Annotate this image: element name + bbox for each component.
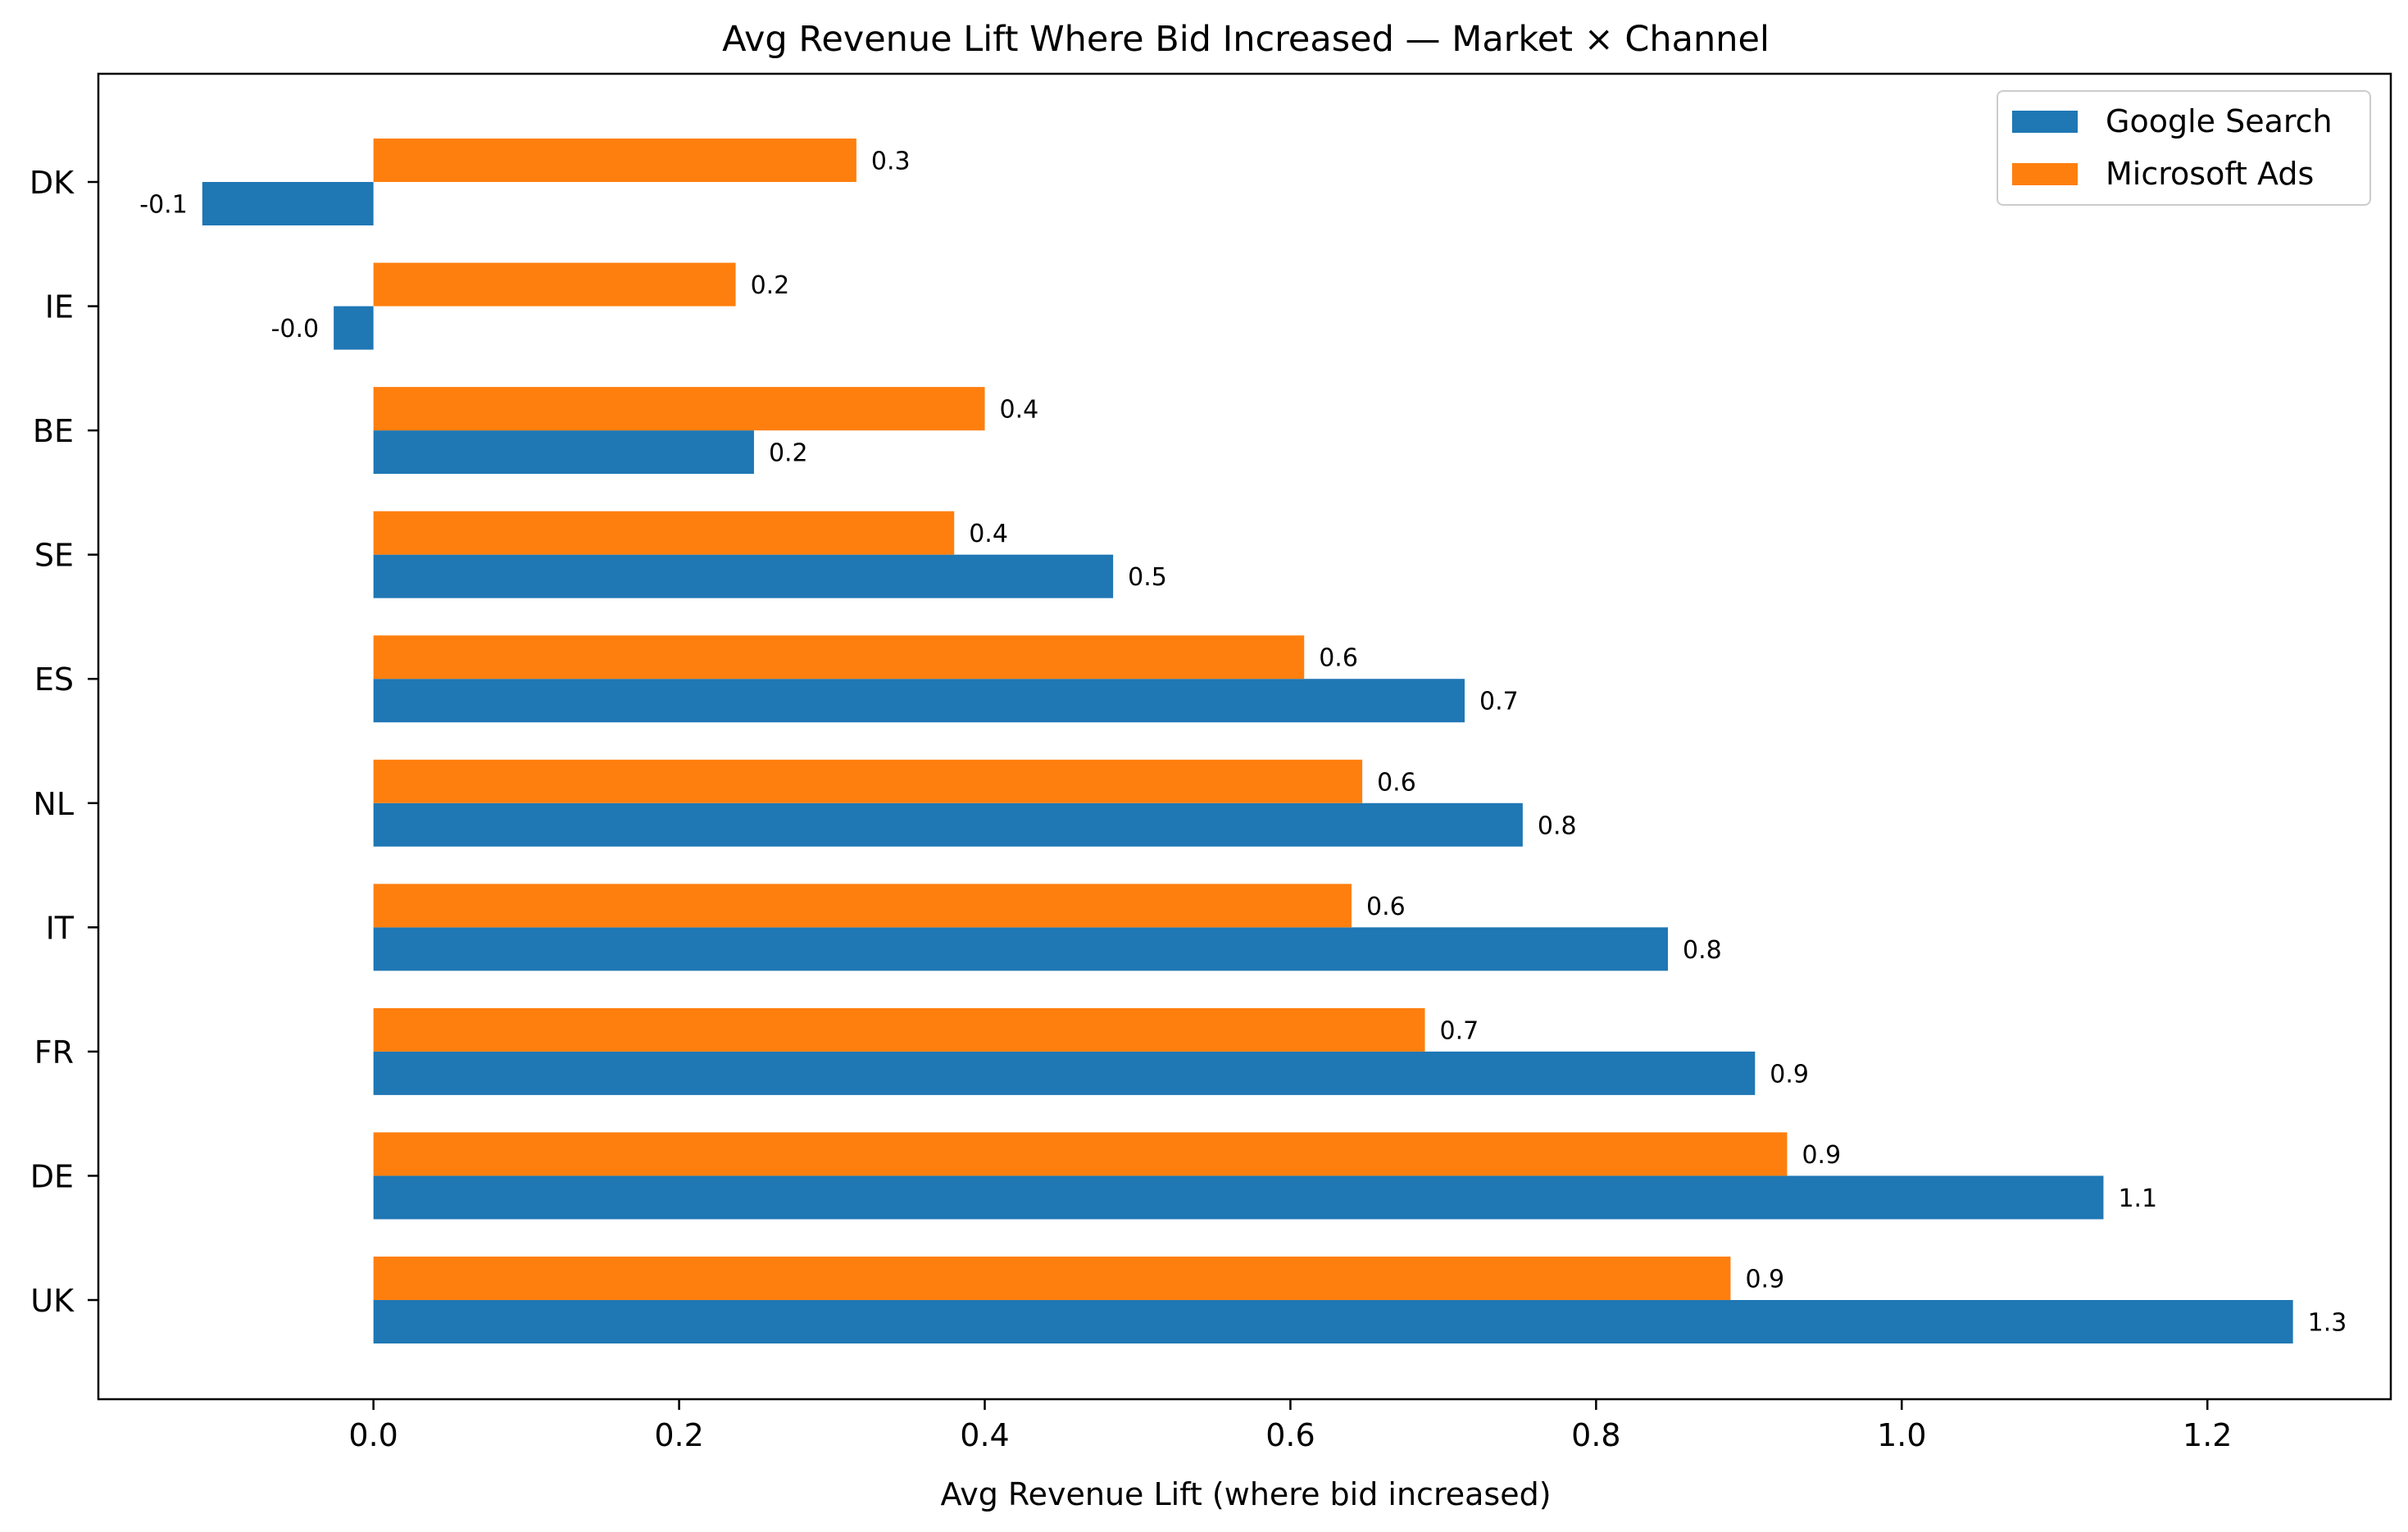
bar-microsoft-ads-nl [373, 759, 1363, 803]
x-axis-label: Avg Revenue Lift (where bid increased) [940, 1476, 1551, 1512]
bar-microsoft-ads-de [373, 1132, 1788, 1176]
data-label-google-search-ie: -0.0 [271, 315, 320, 343]
bar-google-search-it [373, 927, 1669, 971]
y-tick-label-dk: DK [30, 165, 75, 201]
bar-microsoft-ads-it [373, 884, 1352, 928]
bar-google-search-dk [202, 182, 374, 225]
plot-frame [97, 72, 2392, 1401]
x-tick-label: 1.2 [2183, 1417, 2232, 1453]
bar-microsoft-ads-dk [373, 139, 856, 182]
y-tick-label-be: BE [33, 413, 74, 449]
chart-title: Avg Revenue Lift Where Bid Increased — M… [722, 19, 1770, 60]
bar-google-search-ie [334, 306, 374, 350]
bar-google-search-be [373, 430, 754, 475]
data-label-google-search-be: 0.2 [769, 439, 808, 468]
bar-microsoft-ads-uk [373, 1257, 1731, 1300]
legend-swatch-google-search [2012, 111, 2078, 133]
x-axis: 0.0 0.2 0.4 0.6 0.8 1.0 1.2 [348, 1399, 2232, 1453]
x-tick-label: 0.2 [654, 1417, 703, 1453]
bar-google-search-de [373, 1175, 2104, 1220]
bars-layer [202, 139, 2293, 1343]
bar-microsoft-ads-ie [373, 262, 736, 307]
y-tick-label-de: DE [30, 1158, 74, 1194]
data-label-google-search-uk: 1.3 [2308, 1309, 2347, 1338]
legend-label-google-search: Google Search [2106, 103, 2333, 139]
x-tick-label: 0.0 [348, 1417, 398, 1453]
y-tick-label-ie: IE [45, 289, 74, 325]
data-label-microsoft-ads-uk: 0.9 [1745, 1266, 1784, 1294]
y-tick-label-uk: UK [30, 1283, 75, 1319]
data-label-microsoft-ads-se: 0.4 [969, 520, 1008, 548]
data-label-microsoft-ads-be: 0.4 [1000, 396, 1039, 425]
data-label-google-search-se: 0.5 [1128, 563, 1167, 592]
x-tick-label: 1.0 [1877, 1417, 1926, 1453]
bar-microsoft-ads-se [373, 511, 955, 555]
y-tick-label-nl: NL [33, 786, 74, 822]
y-tick-label-fr: FR [34, 1034, 74, 1071]
y-axis: DK IE BE SE ES NL IT FR DE UK [30, 165, 98, 1319]
y-tick-label-it: IT [46, 910, 75, 946]
bar-google-search-fr [373, 1051, 1756, 1095]
y-tick-label-es: ES [34, 661, 74, 698]
bar-microsoft-ads-es [373, 635, 1305, 680]
data-label-google-search-fr: 0.9 [1770, 1060, 1809, 1089]
data-label-google-search-nl: 0.8 [1538, 811, 1577, 840]
bar-google-search-es [373, 679, 1465, 723]
legend-swatch-microsoft-ads [2012, 163, 2078, 185]
data-labels-layer: -0.1 -0.0 0.2 0.5 0.7 0.8 0.8 0.9 1.1 1.3 0.3 0.2 0.… [139, 148, 2347, 1338]
data-label-microsoft-ads-de: 0.9 [1801, 1141, 1841, 1170]
data-label-microsoft-ads-dk: 0.3 [871, 148, 911, 176]
bar-google-search-uk [373, 1300, 2293, 1343]
data-label-google-search-es: 0.7 [1479, 688, 1519, 716]
legend-frame [1997, 90, 2371, 206]
data-label-microsoft-ads-ie: 0.2 [751, 271, 790, 300]
data-label-microsoft-ads-nl: 0.6 [1377, 768, 1416, 797]
data-label-microsoft-ads-es: 0.6 [1319, 644, 1358, 673]
data-label-google-search-dk: -0.1 [139, 191, 188, 220]
x-tick-label: 0.4 [960, 1417, 1009, 1453]
bar-google-search-se [373, 554, 1114, 598]
data-label-google-search-de: 1.1 [2118, 1184, 2157, 1213]
bar-microsoft-ads-fr [373, 1007, 1425, 1052]
x-tick-label: 0.8 [1571, 1417, 1620, 1453]
legend-label-microsoft-ads: Microsoft Ads [2106, 156, 2314, 192]
x-tick-label: 0.6 [1265, 1417, 1315, 1453]
data-label-microsoft-ads-fr: 0.7 [1440, 1016, 1479, 1045]
y-tick-label-se: SE [34, 538, 74, 574]
bar-google-search-nl [373, 802, 1523, 847]
data-label-microsoft-ads-it: 0.6 [1366, 893, 1406, 921]
bar-microsoft-ads-be [373, 387, 985, 431]
data-label-google-search-it: 0.8 [1683, 936, 1722, 965]
legend: Google Search Microsoft Ads [1997, 90, 2371, 206]
